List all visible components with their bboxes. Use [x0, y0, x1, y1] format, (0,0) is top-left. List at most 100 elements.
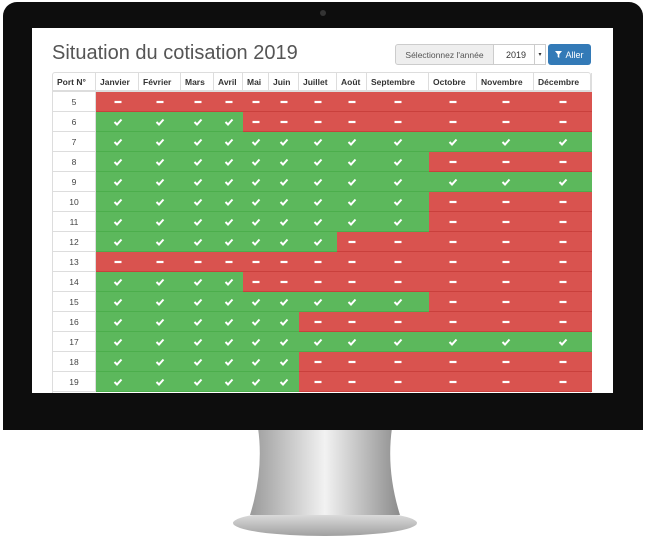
check-icon — [224, 318, 233, 326]
unpaid-cell — [534, 292, 592, 312]
go-button[interactable]: Aller — [548, 44, 591, 65]
dash-icon — [449, 160, 457, 163]
check-icon — [193, 238, 202, 246]
paid-cell — [181, 292, 214, 312]
check-icon — [393, 218, 403, 226]
paid-cell — [243, 192, 269, 212]
column-header: Avril — [214, 73, 243, 92]
paid-cell — [214, 232, 243, 252]
check-icon — [113, 238, 122, 246]
paid-cell — [96, 152, 139, 172]
column-header: Octobre — [429, 73, 477, 92]
check-icon — [251, 298, 261, 306]
port-number: 15 — [53, 292, 96, 312]
check-icon — [224, 378, 233, 386]
go-label: Aller — [565, 49, 584, 60]
paid-cell — [181, 372, 214, 392]
dash-icon — [559, 320, 567, 323]
dash-icon — [314, 280, 322, 283]
check-icon — [393, 298, 403, 306]
check-icon — [113, 278, 122, 286]
paid-cell — [181, 352, 214, 372]
check-icon — [224, 298, 233, 306]
unpaid-cell — [214, 252, 243, 272]
unpaid-cell — [429, 272, 477, 292]
check-icon — [155, 218, 165, 226]
unpaid-cell — [269, 272, 299, 292]
check-icon — [224, 178, 233, 186]
unpaid-cell — [367, 372, 429, 392]
unpaid-cell — [477, 92, 534, 112]
unpaid-cell — [299, 92, 337, 112]
port-number: 12 — [53, 232, 96, 252]
unpaid-cell — [429, 352, 477, 372]
unpaid-cell — [534, 152, 592, 172]
check-icon — [313, 338, 323, 346]
paid-cell — [367, 152, 429, 172]
dash-icon — [502, 220, 509, 223]
paid-cell — [139, 312, 181, 332]
column-header: Septembre — [367, 73, 429, 92]
paid-cell — [337, 152, 367, 172]
check-icon — [501, 338, 510, 346]
dash-icon — [314, 120, 322, 123]
dash-icon — [280, 100, 288, 103]
paid-cell — [139, 352, 181, 372]
unpaid-cell — [477, 252, 534, 272]
check-icon — [113, 118, 122, 126]
dash-icon — [252, 100, 260, 103]
paid-cell — [243, 312, 269, 332]
paid-cell — [243, 372, 269, 392]
check-icon — [448, 178, 458, 186]
check-icon — [193, 358, 202, 366]
paid-cell — [337, 132, 367, 152]
dash-icon — [559, 380, 567, 383]
paid-cell — [243, 172, 269, 192]
paid-cell — [96, 352, 139, 372]
dash-icon — [559, 360, 567, 363]
check-icon — [113, 358, 122, 366]
check-icon — [193, 298, 202, 306]
paid-cell — [96, 272, 139, 292]
paid-cell — [269, 352, 299, 372]
paid-cell — [96, 112, 139, 132]
dash-icon — [559, 240, 567, 243]
unpaid-cell — [534, 192, 592, 212]
paid-cell — [214, 172, 243, 192]
check-icon — [155, 358, 165, 366]
check-icon — [113, 318, 122, 326]
column-header: Port N° — [53, 73, 96, 92]
check-icon — [193, 118, 202, 126]
paid-cell — [269, 172, 299, 192]
dash-icon — [280, 120, 288, 123]
paid-cell — [243, 212, 269, 232]
screen: Situation du cotisation 2019 Sélectionne… — [32, 28, 613, 393]
check-icon — [224, 158, 233, 166]
port-number: 13 — [53, 252, 96, 272]
check-icon — [279, 198, 289, 206]
dash-icon — [114, 100, 121, 103]
dash-icon — [559, 280, 567, 283]
paid-cell — [214, 352, 243, 372]
unpaid-cell — [299, 252, 337, 272]
unpaid-cell — [299, 372, 337, 392]
paid-cell — [299, 172, 337, 192]
paid-cell — [181, 312, 214, 332]
paid-cell — [96, 312, 139, 332]
dash-icon — [348, 280, 356, 283]
dash-icon — [394, 320, 402, 323]
paid-cell — [181, 112, 214, 132]
paid-cell — [429, 132, 477, 152]
unpaid-cell — [139, 252, 181, 272]
unpaid-cell — [337, 232, 367, 252]
unpaid-cell — [429, 292, 477, 312]
dash-icon — [394, 280, 402, 283]
check-icon — [279, 218, 289, 226]
paid-cell — [96, 132, 139, 152]
check-icon — [113, 338, 122, 346]
paid-cell — [299, 152, 337, 172]
port-number: 18 — [53, 352, 96, 372]
check-icon — [251, 158, 261, 166]
paid-cell — [181, 172, 214, 192]
year-select[interactable]: 2019 ▾ — [494, 44, 546, 65]
